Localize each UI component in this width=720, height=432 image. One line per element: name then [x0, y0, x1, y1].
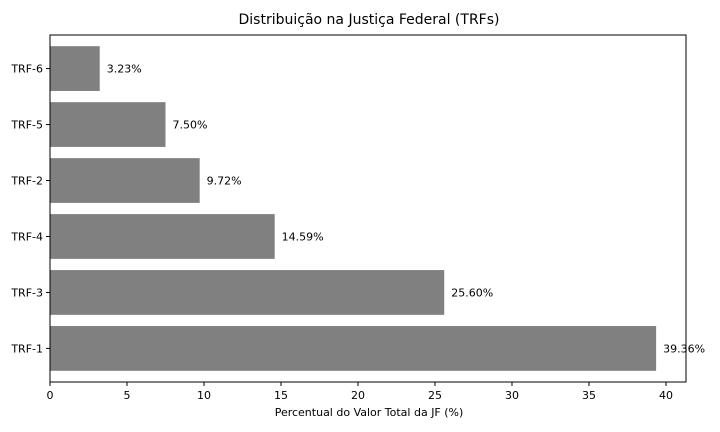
bar-trf-3	[50, 270, 445, 315]
y-axis: TRF-1 TRF-3 TRF-4 TRF-2 TRF-5 TRF-6	[10, 63, 50, 355]
x-tick-label-10: 10	[197, 389, 211, 402]
bars-layer	[50, 46, 657, 371]
data-label-trf-2: 9.72%	[207, 175, 242, 188]
x-tick-label-20: 20	[351, 389, 365, 402]
x-tick-label-30: 30	[505, 389, 519, 402]
y-tick-label-trf-5: TRF-5	[10, 119, 43, 132]
plot-frame	[49, 34, 687, 383]
bar-trf-2	[50, 158, 200, 203]
x-axis-label: Percentual do Valor Total da JF (%)	[275, 406, 464, 419]
bar-trf-6	[50, 46, 100, 91]
data-label-trf-5: 7.50%	[172, 119, 207, 132]
x-tick-label-25: 25	[428, 389, 442, 402]
data-label-trf-4: 14.59%	[282, 230, 324, 243]
y-tick-label-trf-2: TRF-2	[10, 175, 43, 188]
bar-trf-5	[50, 102, 166, 147]
y-tick-label-trf-3: TRF-3	[10, 286, 43, 299]
bar-trf-4	[50, 214, 275, 259]
x-axis: 0 5 10 15 20 25 30 35 40	[47, 382, 673, 402]
bar-trf-1	[50, 326, 657, 371]
x-tick-label-15: 15	[274, 389, 288, 402]
chart-title: Distribuição na Justiça Federal (TRFs)	[239, 12, 500, 28]
y-tick-label-trf-6: TRF-6	[10, 63, 43, 76]
x-tick-label-35: 35	[582, 389, 596, 402]
data-label-trf-1: 39.36%	[663, 342, 705, 355]
data-labels-layer: 39.36% 25.60% 14.59% 9.72% 7.50% 3.23%	[107, 63, 705, 356]
y-tick-label-trf-1: TRF-1	[10, 342, 43, 355]
x-tick-label-40: 40	[659, 389, 673, 402]
data-label-trf-6: 3.23%	[107, 63, 142, 76]
data-label-trf-3: 25.60%	[451, 286, 493, 299]
y-tick-label-trf-4: TRF-4	[10, 230, 43, 243]
x-tick-label-0: 0	[47, 389, 54, 402]
x-tick-label-5: 5	[123, 389, 130, 402]
